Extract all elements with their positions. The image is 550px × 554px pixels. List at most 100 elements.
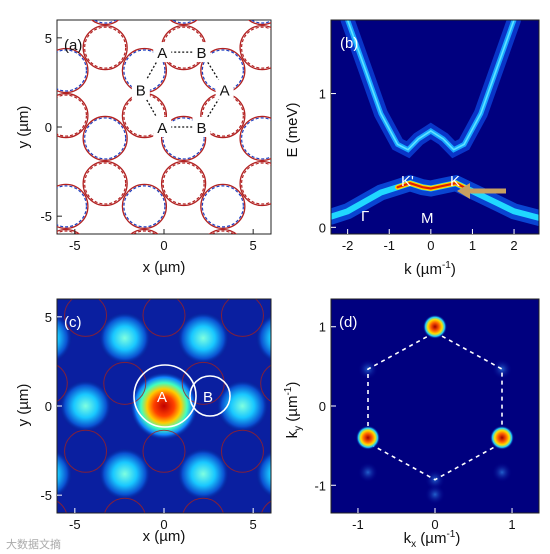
lattice-outline-circle — [220, 299, 264, 337]
bond-line — [140, 51, 163, 90]
lattice-dashed-circle — [84, 162, 127, 205]
lattice-outline-circle — [142, 299, 186, 337]
lattice-dashed-circle — [57, 185, 88, 228]
lattice-dashed-circle — [240, 26, 271, 69]
lattice-outline-circle — [261, 500, 271, 513]
panel-b-frame — [330, 19, 540, 235]
site-label: A — [157, 120, 167, 137]
lattice-dashed-circle — [57, 49, 88, 92]
lattice-circle — [82, 160, 128, 207]
panel-d-ylabel: ky (µm-1) — [283, 382, 304, 439]
label-a: A — [157, 389, 167, 406]
lattice-circle — [121, 183, 168, 230]
xtick-label: 2 — [510, 238, 517, 253]
label-m: M — [421, 210, 434, 227]
site-label: A — [220, 83, 230, 100]
lattice-outline-circle — [103, 361, 147, 405]
site-blob — [177, 447, 230, 500]
bond-line — [140, 89, 163, 128]
lattice-dashed-circle — [201, 185, 244, 228]
faint-spot — [492, 462, 513, 483]
watermark: 大数据文摘 — [6, 537, 61, 551]
panel-c-xticks: -5 0 5 — [69, 508, 257, 532]
intensity-map — [57, 244, 271, 554]
site-blob — [98, 447, 151, 500]
lattice-circle — [90, 20, 120, 26]
xtick-label: 0 — [160, 238, 167, 253]
xtick-label: -5 — [69, 238, 81, 253]
site-blob — [216, 516, 268, 554]
k-point-peak — [355, 425, 380, 450]
site-a-circle — [133, 364, 197, 428]
ytick-label: 5 — [45, 310, 52, 325]
brillouin-zone-hexagon — [367, 331, 503, 481]
panel-b-ylabel: E (meV) — [284, 102, 301, 157]
ytick-label: 0 — [45, 399, 52, 414]
panel-b-xticks: -2 -1 0 1 2 — [342, 229, 518, 253]
lattice-dashed-circle — [123, 185, 166, 228]
ytick-label: -5 — [40, 209, 52, 224]
panel-c-label: (c) — [64, 314, 82, 331]
lattice-circle — [57, 228, 81, 234]
panel-d: (d) -1 0 1 1 0 -1 kx (µm-1) ky (µm-1) — [283, 298, 540, 550]
xtick-label: -1 — [352, 517, 364, 532]
lattice-outline — [57, 299, 271, 513]
xtick-label: 5 — [250, 238, 257, 253]
faint-spot — [357, 462, 378, 483]
lattice-outline-circle — [57, 500, 67, 513]
lattice-dashed-circle — [84, 26, 127, 69]
label-b: B — [203, 389, 213, 406]
lattice-circle — [57, 183, 89, 230]
ytick-label: 1 — [319, 87, 326, 102]
lattice-circle — [160, 115, 207, 162]
panel-d-yticks: 1 0 -1 — [314, 320, 336, 493]
lower-band-core — [396, 182, 466, 190]
site-blob — [255, 450, 271, 498]
lattice-dashed-circle — [240, 117, 271, 160]
panel-b-yticks: 10 — [319, 87, 336, 235]
lattice-dashed-circle — [162, 162, 205, 205]
lattice-circle — [57, 92, 89, 139]
site-blob — [216, 244, 268, 296]
site-blob — [255, 314, 271, 362]
panel-c-ylabel: y (µm) — [15, 384, 32, 427]
panel-a-label: (a) — [64, 37, 82, 54]
site-label-bg — [192, 42, 211, 63]
xtick-label: 1 — [469, 238, 476, 253]
arrow-icon — [457, 183, 506, 199]
label-k: K — [450, 173, 460, 190]
lattice-circle — [160, 160, 207, 207]
xtick-label: 0 — [427, 238, 434, 253]
lattice-dashed-circle — [240, 162, 271, 205]
ytick-label: 0 — [319, 399, 326, 414]
panel-d-xticks: -1 0 1 — [352, 508, 516, 532]
panel-b-xlabel: k (µm-1) — [404, 260, 456, 278]
lattice-dashed-circle — [211, 230, 235, 234]
lattice-circle — [239, 24, 271, 71]
xtick-label: -5 — [69, 517, 81, 532]
lattice-outline-circle — [182, 497, 224, 513]
lattice-outline-circle — [104, 497, 146, 513]
site-blob — [60, 516, 112, 554]
site-blob — [59, 380, 112, 432]
lattice-circle — [129, 228, 159, 234]
lattice-dashed-circle — [93, 20, 117, 24]
label-gamma: Γ — [361, 208, 369, 225]
ytick-label: 0 — [319, 220, 326, 235]
lattice-outline-circle — [181, 361, 225, 405]
panel-a-xticks: -5 0 5 — [69, 229, 257, 253]
label-kprime: K' — [401, 173, 414, 190]
site-label-bg — [131, 79, 150, 100]
faint-spots — [357, 359, 513, 505]
lattice-dashed-circle — [250, 20, 271, 24]
ytick-label: 5 — [45, 31, 52, 46]
lattice-circle — [239, 115, 271, 162]
xtick-label: -2 — [342, 238, 354, 253]
upper-band-core — [346, 20, 515, 151]
panel-a-ylabel: y (µm) — [15, 106, 32, 149]
panel-a-xlabel: x (µm) — [143, 259, 186, 276]
site-labels: A B B A A B — [131, 42, 234, 137]
site-b-circle — [189, 375, 231, 417]
site-blob — [60, 244, 112, 296]
lattice-dashed-circle — [171, 20, 196, 24]
